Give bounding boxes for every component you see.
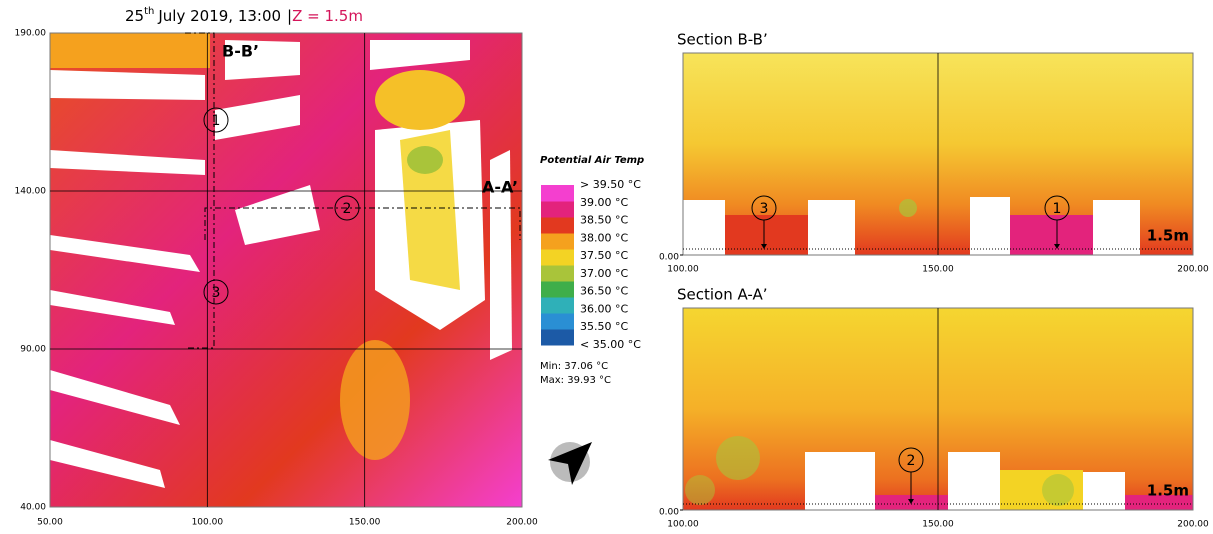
legend-label: 39.00 °C [580, 196, 628, 209]
legend-label: 38.50 °C [580, 214, 628, 227]
y-tick-label: 140.00 [15, 187, 47, 197]
title-text: July 2019, 13:00 [157, 7, 281, 25]
legend-label: 37.00 °C [580, 267, 628, 280]
y-tick-label: 190.00 [15, 29, 47, 39]
legend-swatch [541, 233, 574, 250]
legend-swatch [541, 217, 574, 234]
legend-label: 38.00 °C [580, 231, 628, 244]
x-tick-label: 200.00 [1177, 265, 1209, 275]
x-tick-label: 50.00 [37, 518, 63, 528]
marker-label: 1 [212, 113, 221, 129]
legend-swatch [541, 281, 574, 298]
x-tick-label: 200.00 [1177, 520, 1209, 530]
x-tick-label: 200.00 [506, 518, 538, 528]
legend-title: Potential Air Temp [540, 155, 644, 166]
legend-label: 36.50 °C [580, 285, 628, 298]
legend-swatch [541, 265, 574, 282]
x-tick-label: 150.00 [349, 518, 381, 528]
title-suffix: th [144, 6, 154, 17]
x-tick-label: 150.00 [922, 520, 954, 530]
legend-label: 37.50 °C [580, 249, 628, 262]
marker-label: 1 [1053, 201, 1062, 217]
y-tick-label: 0.00 [659, 508, 679, 518]
legend-label: > 39.50 °C [580, 178, 641, 191]
marker-label: 3 [212, 285, 221, 301]
section-label-bb: B-B’ [222, 42, 259, 61]
legend-swatch [541, 313, 574, 330]
legend-label: < 35.00 °C [580, 338, 641, 351]
legend-swatch [541, 249, 574, 266]
section-line-aa [204, 207, 521, 240]
section-title: Section A-A’ [677, 286, 768, 304]
legend-swatch [541, 329, 574, 346]
marker-circle [203, 107, 229, 133]
marker-circle [334, 195, 360, 221]
north-arrow [548, 442, 592, 485]
legend-label: 36.00 °C [580, 302, 628, 315]
marker-arrowhead [1054, 244, 1060, 249]
x-tick-label: 150.00 [922, 265, 954, 275]
y-tick-label: 90.00 [20, 345, 46, 355]
section-label-aa: A-A’ [482, 178, 518, 197]
x-tick-label: 100.00 [192, 518, 224, 528]
marker-arrowhead [908, 499, 914, 504]
title-sep: | [287, 7, 292, 25]
section-line-bb [185, 32, 215, 349]
height-label: 1.5m [1147, 482, 1189, 500]
legend-min: Min: 37.06 °C [540, 361, 608, 372]
title: 25th July 2019, 13:00 |Z = 1.5m [125, 6, 363, 25]
y-tick-label: 0.00 [659, 253, 679, 263]
y-tick-label: 40.00 [20, 503, 46, 513]
legend-swatch [541, 297, 574, 314]
legend-swatch [541, 201, 574, 218]
marker-circle [203, 279, 229, 305]
section-title: Section B-B’ [677, 31, 768, 49]
title-height: Z = 1.5m [292, 7, 363, 25]
marker-arrowhead [761, 244, 767, 249]
map-frame [49, 32, 523, 508]
legend-label: 35.50 °C [580, 320, 628, 333]
legend-max: Max: 39.93 °C [540, 375, 611, 386]
x-tick-label: 100.00 [667, 265, 699, 275]
x-tick-label: 100.00 [667, 520, 699, 530]
marker-label: 2 [343, 201, 352, 217]
marker-label: 3 [760, 201, 769, 217]
legend-swatch [541, 185, 574, 202]
map-field [50, 33, 522, 507]
marker-label: 2 [907, 453, 916, 469]
title-day: 25 [125, 7, 144, 25]
height-label: 1.5m [1147, 227, 1189, 245]
